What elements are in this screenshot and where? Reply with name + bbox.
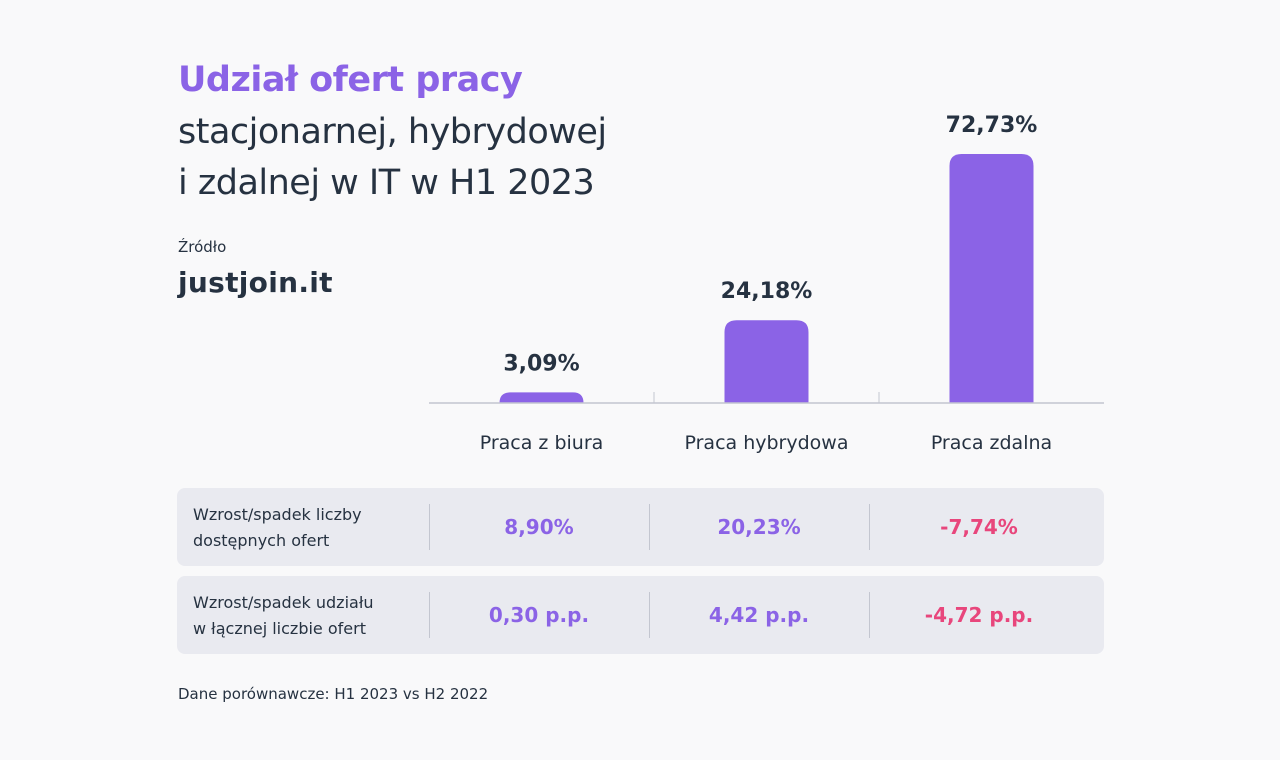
bar-value-label: 72,73% (946, 113, 1038, 138)
bar-value-label: 3,09% (503, 351, 579, 376)
column-divider (429, 504, 430, 550)
column-divider (869, 504, 870, 550)
bar (949, 154, 1034, 403)
source-name: justjoin.it (178, 266, 333, 299)
chart-title-line-3: i zdalnej w IT w H1 2023 (178, 163, 595, 203)
row-label-line: Wzrost/spadek liczby (193, 505, 362, 524)
table-cell-hybrid: 4,42 p.p. (708, 603, 810, 627)
row-label: Wzrost/spadek udziału w łącznej liczbie … (193, 590, 423, 642)
category-label: Praca zdalna (931, 432, 1052, 454)
row-label-line: w łącznej liczbie ofert (193, 619, 366, 638)
row-label-line: dostępnych ofert (193, 531, 330, 550)
table-cell-remote: -4,72 p.p. (924, 603, 1034, 627)
table-cell-office: 0,30 p.p. (488, 603, 590, 627)
bar (724, 320, 809, 403)
column-divider (429, 592, 430, 638)
table-row-offer-count-change: Wzrost/spadek liczby dostępnych ofert 8,… (177, 488, 1104, 566)
bar-chart: 3,09% Praca z biura 24,18% Praca hybrydowa 7… (429, 113, 1104, 454)
table-row-share-change: Wzrost/spadek udziału w łącznej liczbie … (177, 576, 1104, 654)
table-cell-office: 8,90% (504, 515, 574, 539)
row-label: Wzrost/spadek liczby dostępnych ofert (193, 502, 423, 554)
bar (499, 392, 584, 403)
column-divider (649, 592, 650, 638)
chart-title-accent: Udział ofert pracy (178, 60, 523, 100)
footnote: Dane porównawcze: H1 2023 vs H2 2022 (178, 685, 489, 703)
bar-value-label: 24,18% (721, 279, 813, 304)
category-label: Praca z biura (480, 432, 604, 454)
table-cell-remote: -7,74% (940, 515, 1018, 539)
source-label: Źródło (178, 238, 227, 256)
row-label-line: Wzrost/spadek udziału (193, 593, 374, 612)
table-cell-hybrid: 20,23% (717, 515, 801, 539)
category-label: Praca hybrydowa (685, 432, 849, 454)
column-divider (649, 504, 650, 550)
chart-title-line-2: stacjonarnej, hybrydowej (178, 112, 607, 152)
column-divider (869, 592, 870, 638)
